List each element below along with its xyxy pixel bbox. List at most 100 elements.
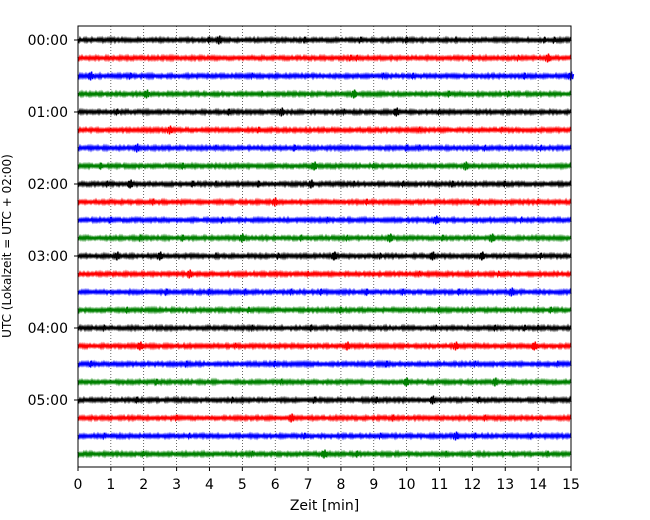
seismic-event [133, 143, 141, 153]
seismic-event [482, 144, 488, 153]
seismic-event [384, 360, 389, 369]
seismic-event [154, 378, 159, 387]
trace-line [77, 269, 572, 279]
seismic-event [443, 450, 448, 459]
trace-line [77, 35, 572, 45]
x-tick-label: 15 [562, 477, 580, 493]
trace-line [77, 359, 572, 369]
seismic-event [446, 90, 452, 99]
seismic-event [136, 341, 144, 351]
trace-line [77, 197, 572, 207]
trace-line [77, 89, 572, 99]
x-axis-label: Zeit [min] [290, 498, 359, 514]
y-tick-label: 01:00 [28, 105, 68, 121]
seismic-event [377, 432, 383, 441]
trace-line [77, 215, 572, 225]
seismic-event [487, 233, 496, 243]
seismic-event [213, 144, 218, 153]
seismic-event [292, 144, 297, 153]
seismic-event [249, 450, 254, 459]
seismic-event [371, 162, 376, 171]
seismic-event [433, 324, 438, 333]
y-axis-ticks: 00:00 01:00 02:00 03:00 04:00 05:00 [28, 33, 78, 409]
x-tick-label: 8 [336, 477, 345, 493]
seismic-event [180, 162, 185, 171]
seismic-event [213, 180, 218, 189]
seismic-event [142, 89, 151, 99]
seismic-event [428, 251, 437, 261]
seismic-event [428, 395, 437, 405]
seismic-event [451, 431, 460, 441]
seismic-traces [77, 35, 575, 459]
seismic-event [165, 125, 174, 135]
seismic-event [341, 108, 346, 117]
seismic-event [348, 54, 353, 63]
trace-line [77, 413, 572, 423]
seismic-event [330, 251, 338, 261]
seismic-event [98, 162, 103, 171]
seismic-event [307, 179, 315, 189]
seismic-event [473, 432, 478, 441]
seismic-event [185, 269, 193, 279]
x-tick-label: 6 [271, 477, 280, 493]
seismic-event [351, 180, 356, 189]
seismic-event [390, 414, 396, 423]
seismic-event [400, 288, 406, 297]
trace-line [77, 377, 572, 387]
seismic-event [164, 288, 169, 297]
seismic-event [417, 270, 422, 279]
seismic-event [206, 288, 212, 297]
seismic-event [343, 341, 351, 351]
seismic-event [436, 306, 442, 315]
seismic-event [127, 72, 133, 81]
seismic-event [358, 36, 363, 45]
seismic-event [530, 341, 538, 351]
seismic-event [476, 396, 481, 405]
trace-line [77, 287, 572, 297]
x-tick-label: 12 [463, 477, 481, 493]
seismic-event [256, 180, 261, 189]
seismic-event [238, 233, 246, 243]
seismic-event [190, 180, 195, 189]
y-axis-label: UTC (Lokalzeit = UTC + 02:00) [0, 154, 14, 338]
seismic-event [302, 432, 307, 441]
trace-line [77, 305, 572, 315]
seismic-event [298, 234, 304, 243]
seismic-event [318, 288, 323, 297]
seismic-event [180, 234, 185, 243]
seismic-event [229, 396, 235, 405]
seismic-event [288, 288, 294, 297]
x-axis-ticks: 0 1 2 3 4 5 6 7 8 9 10 11 12 13 14 15 [74, 467, 580, 493]
seismic-event [134, 396, 139, 405]
x-tick-label: 1 [106, 477, 115, 493]
seismic-event [456, 288, 461, 297]
x-tick-label: 11 [431, 477, 449, 493]
seismic-event [113, 251, 121, 261]
trace-line [77, 161, 572, 171]
seismic-event [440, 234, 445, 243]
seismic-event [522, 72, 527, 81]
seismic-event [402, 377, 410, 387]
seismic-event [349, 89, 358, 99]
trace-line [77, 395, 572, 405]
seismic-event [377, 252, 383, 261]
seismic-event [535, 396, 540, 405]
x-tick-label: 13 [496, 477, 514, 493]
seismic-event [344, 234, 350, 243]
seismic-event [226, 108, 231, 117]
x-tick-label: 4 [205, 477, 214, 493]
seismic-event [354, 450, 360, 459]
seismic-event [213, 252, 218, 261]
seismic-event [275, 252, 281, 261]
seismic-event [156, 251, 164, 261]
seismic-event [308, 324, 314, 333]
trace-line [77, 53, 572, 63]
seismic-event [287, 413, 295, 423]
y-tick-label: 05:00 [28, 393, 68, 409]
x-tick-label: 5 [238, 477, 247, 493]
x-tick-label: 2 [139, 477, 148, 493]
seismic-event [476, 198, 481, 207]
seismic-event [519, 216, 524, 225]
seismic-event [528, 432, 534, 441]
